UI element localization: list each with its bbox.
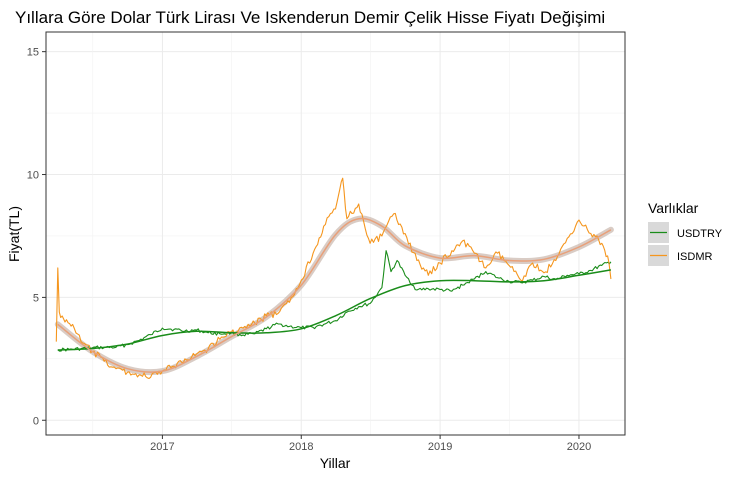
legend-label-usdtry: USDTRY <box>677 228 723 240</box>
trend-line-isdmr <box>57 217 612 373</box>
x-tick-label: 2020 <box>567 441 591 453</box>
trend-line-usdtry <box>57 269 612 351</box>
legend: Varlıklar USDTRY ISDMR <box>648 200 723 266</box>
chart-title: Yıllara Göre Dolar Türk Lirası Ve Iskend… <box>15 8 605 27</box>
y-tick-label: 15 <box>27 47 39 59</box>
series-line-usdtry <box>57 250 612 352</box>
y-axis-ticks: 0 5 10 15 <box>27 47 46 427</box>
y-tick-label: 5 <box>33 292 39 304</box>
y-tick-label: 10 <box>27 170 39 182</box>
x-axis-ticks: 2017 2018 2019 2020 <box>150 435 591 453</box>
series-lines <box>55 177 612 380</box>
y-tick-label: 0 <box>33 415 39 427</box>
trend-lines <box>57 217 612 373</box>
x-axis-title: Yillar <box>320 455 351 471</box>
legend-title: Varlıklar <box>648 200 699 216</box>
plot-border <box>45 31 626 436</box>
x-tick-label: 2018 <box>289 441 313 453</box>
x-tick-label: 2019 <box>428 441 452 453</box>
legend-items: USDTRY ISDMR <box>648 222 723 266</box>
series-line-isdmr <box>55 177 612 380</box>
legend-label-isdmr: ISDMR <box>677 251 713 263</box>
y-axis-title: Fiyat(TL) <box>6 206 22 262</box>
x-tick-label: 2017 <box>150 441 174 453</box>
